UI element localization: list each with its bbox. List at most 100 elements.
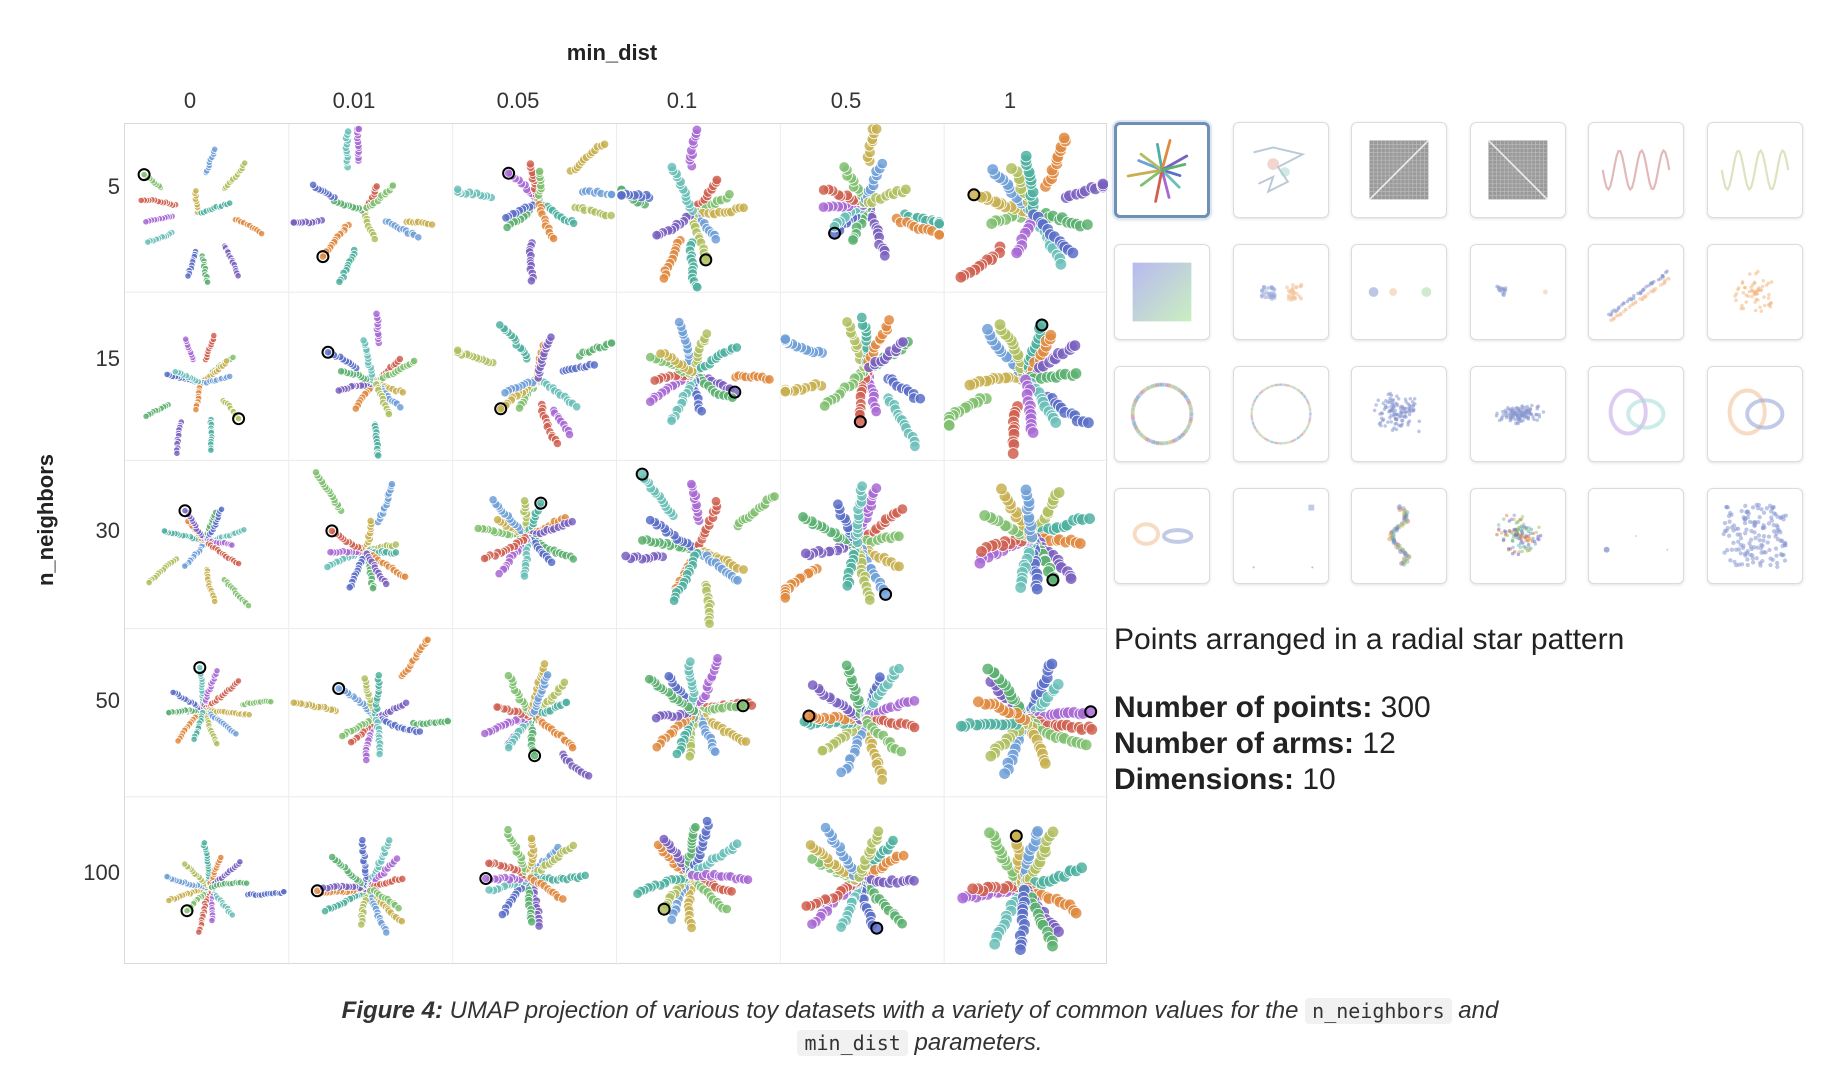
projection-cell: [943, 318, 1095, 460]
projection-point: [835, 766, 847, 779]
projection-point: [267, 698, 275, 706]
projection-cell: [645, 316, 775, 426]
projection-point: [495, 320, 505, 330]
projection-point: [142, 218, 150, 226]
projection-point: [998, 767, 1011, 780]
projection-point: [338, 731, 347, 741]
projection-point: [217, 853, 225, 862]
dataset-thumbnail-radial-star[interactable]: [1114, 122, 1210, 218]
projection-point: [526, 276, 536, 286]
projection-point: [236, 858, 244, 866]
projection-point: [742, 874, 754, 885]
projection-point: [174, 737, 182, 745]
projection-point: [870, 124, 883, 135]
projection-cell: [616, 124, 749, 293]
projection-cell: [956, 825, 1088, 956]
dataset-thumbnail-linked-rings-3d[interactable]: [1588, 366, 1684, 462]
projection-point: [674, 316, 685, 328]
dataset-thumbnail-grid-diagonal-b[interactable]: [1469, 122, 1566, 218]
projection-point: [1045, 657, 1059, 671]
projection-point: [384, 409, 393, 419]
dataset-thumbnail-two-rings-small[interactable]: [1114, 488, 1210, 584]
projection-point: [1014, 581, 1027, 594]
projection-point: [190, 735, 198, 743]
dataset-thumbnail-dense-multicolor[interactable]: [1469, 488, 1566, 584]
dataset-thumbnail-trefoil-knot[interactable]: [1351, 488, 1447, 584]
projection-point: [797, 511, 809, 523]
projection-point: [1079, 738, 1093, 752]
dataset-thumbnail-sine-wave-green[interactable]: [1706, 122, 1803, 218]
projection-point: [423, 635, 432, 644]
projection-point: [539, 659, 550, 669]
projection-point: [192, 187, 200, 195]
grid-title: min_dist: [566, 40, 658, 65]
projection-point: [392, 854, 402, 863]
projection-point: [335, 277, 344, 286]
projection-point: [887, 834, 899, 847]
projection-cell: [137, 145, 266, 286]
projection-point: [1026, 426, 1040, 439]
dataset-thumbnail-uniform-square[interactable]: [1706, 488, 1803, 584]
projection-point: [779, 333, 792, 345]
row-label: 30: [95, 518, 120, 543]
projection-point: [816, 744, 829, 757]
projection-point: [847, 234, 859, 246]
projection-point: [526, 833, 537, 844]
dataset-thumbnail-circle-thin[interactable]: [1232, 366, 1329, 462]
projection-point: [1019, 483, 1033, 497]
dataset-thumbnail-sparse-points[interactable]: [1232, 488, 1329, 584]
projection-cell: [779, 480, 909, 606]
projection-cell: [479, 825, 590, 931]
projection-point: [226, 372, 234, 380]
dataset-thumbnail-two-clusters[interactable]: [1232, 244, 1329, 340]
projection-point: [704, 618, 715, 629]
projection-point: [738, 202, 749, 214]
projection-point: [542, 670, 553, 680]
dataset-thumbnail-random-walk-lines[interactable]: [1232, 122, 1329, 218]
projection-point: [234, 677, 243, 685]
projection-point: [1010, 246, 1023, 260]
projection-point: [686, 922, 697, 934]
dataset-thumbnail-color-gradient-square[interactable]: [1114, 244, 1210, 340]
projection-point: [501, 213, 511, 223]
projection-point: [200, 839, 209, 847]
projection-point: [841, 580, 854, 592]
projection-point: [1039, 757, 1052, 770]
dataset-thumbnail-sine-wave-red[interactable]: [1588, 122, 1684, 218]
projection-point: [358, 836, 367, 845]
dataset-thumbnail-single-blob[interactable]: [1706, 244, 1803, 340]
projection-point: [1046, 939, 1059, 953]
projection-cell: [310, 836, 407, 937]
projection-point: [374, 671, 383, 680]
projection-point: [1074, 537, 1087, 550]
projection-point: [337, 367, 346, 376]
projection-point: [637, 535, 648, 546]
dataset-thumbnail-gaussian-blob[interactable]: [1351, 366, 1447, 462]
dataset-thumbnail-two-clusters-far[interactable]: [1469, 244, 1566, 340]
projection-point: [800, 547, 812, 560]
dataset-thumbnail-parallel-lines[interactable]: [1588, 244, 1684, 340]
projection-point: [182, 335, 190, 343]
projection-point: [645, 515, 656, 526]
dataset-thumbnail-three-clusters-small[interactable]: [1351, 244, 1447, 340]
projection-point: [357, 920, 366, 929]
projection-point: [326, 548, 335, 557]
projection-point: [328, 852, 337, 862]
dataset-thumbnail-circle-gradient[interactable]: [1114, 366, 1210, 462]
projection-point: [972, 695, 985, 709]
projection-point: [668, 595, 680, 606]
projection-point: [684, 751, 696, 762]
projection-point: [196, 663, 204, 672]
projection-point: [173, 449, 181, 457]
projection-point: [400, 572, 410, 581]
dataset-thumbnail-linked-rings[interactable]: [1706, 366, 1803, 462]
projection-point: [1046, 825, 1060, 839]
dataset-thumbnail-grid-diagonal-a[interactable]: [1351, 122, 1447, 218]
projection-point: [536, 498, 546, 508]
highlighted-point: [137, 168, 151, 182]
dataset-thumbnail-flat-ellipse[interactable]: [1469, 366, 1566, 462]
projection-point: [986, 163, 999, 176]
projection-point: [567, 517, 577, 527]
projection-point: [280, 888, 288, 896]
dataset-thumbnail-tiny-dots[interactable]: [1588, 488, 1684, 584]
